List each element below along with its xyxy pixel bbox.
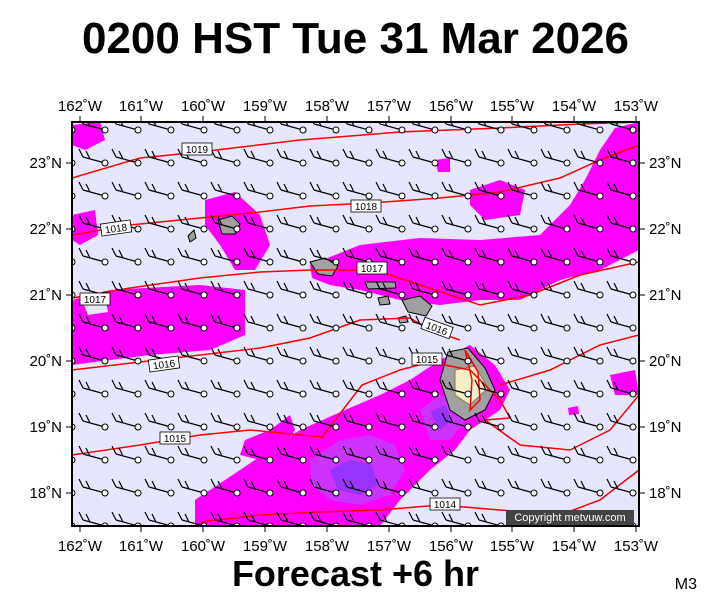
niihau-island	[187, 229, 197, 243]
isobar-label-1015-center: 1015	[411, 352, 443, 366]
lon-label: 153˚W	[614, 538, 659, 555]
lon-label: 153˚W	[614, 98, 659, 115]
lon-label: 155˚W	[490, 98, 535, 115]
svg-text:1015: 1015	[164, 434, 187, 445]
lon-label: 161˚W	[119, 538, 164, 555]
lanai-island	[377, 295, 391, 306]
lon-ticks-top	[79, 116, 637, 122]
lon-label: 158˚W	[305, 98, 350, 115]
isobar-label-1018-west: 1018	[99, 219, 133, 237]
isobar-labels: 1019 1018 1018 1017 1017 1016 1016 1015 …	[79, 142, 461, 511]
lon-label: 158˚W	[305, 538, 350, 555]
lat-label: 23˚N	[29, 155, 62, 172]
isobar-1015-east	[499, 334, 639, 386]
lon-label: 154˚W	[552, 538, 597, 555]
maui-island	[401, 295, 433, 317]
lon-label: 160˚W	[181, 98, 226, 115]
lat-label: 18˚N	[29, 485, 62, 502]
svg-text:1017: 1017	[84, 295, 107, 306]
lat-labels-left: 23˚N 22˚N 21˚N 20˚N 19˚N 18˚N	[29, 155, 62, 502]
lon-label: 159˚W	[243, 538, 288, 555]
isobar-label-1016-west: 1016	[147, 355, 181, 373]
lat-label: 19˚N	[29, 419, 62, 436]
lon-labels-top: 162˚W 161˚W 160˚W 159˚W 158˚W 157˚W 156˚…	[58, 98, 659, 115]
forecast-label: Forecast +6 hr	[231, 553, 480, 594]
lat-label: 19˚N	[649, 419, 682, 436]
lon-label: 162˚W	[58, 538, 103, 555]
lon-label: 159˚W	[243, 98, 288, 115]
rain-heavy-area	[330, 405, 452, 495]
isobar-1016-inner	[464, 349, 481, 412]
model-label: M3	[674, 576, 697, 593]
lon-label: 154˚W	[552, 98, 597, 115]
isobar-1015	[72, 361, 639, 456]
map-frame	[71, 121, 640, 527]
lat-label: 18˚N	[649, 485, 682, 502]
lat-labels-right: 23˚N 22˚N 21˚N 20˚N 19˚N 18˚N	[649, 155, 682, 502]
isobar-label-1019: 1019	[181, 142, 213, 156]
molokai-island	[364, 281, 397, 290]
svg-text:1016: 1016	[152, 358, 176, 372]
lat-label: 21˚N	[29, 287, 62, 304]
lon-label: 157˚W	[367, 538, 412, 555]
isobar-label-1018-east: 1018	[350, 199, 382, 213]
isobar-label-1015-west: 1015	[159, 431, 191, 445]
lon-label: 156˚W	[429, 538, 474, 555]
lon-label: 157˚W	[367, 98, 412, 115]
svg-text:1019: 1019	[186, 145, 209, 156]
hawaiian-islands	[187, 215, 496, 421]
svg-text:1015: 1015	[416, 355, 439, 366]
lat-label: 22˚N	[649, 221, 682, 238]
lon-label: 160˚W	[181, 538, 226, 555]
lat-ticks	[66, 162, 645, 494]
svg-text:1014: 1014	[434, 500, 457, 511]
svg-text:1018: 1018	[104, 222, 128, 236]
lat-label: 23˚N	[649, 155, 682, 172]
lon-labels-bottom: 162˚W 161˚W 160˚W 159˚W 158˚W 157˚W 156˚…	[58, 538, 659, 555]
isobar-label-1014: 1014	[429, 497, 461, 511]
lon-label: 155˚W	[490, 538, 535, 555]
svg-text:1018: 1018	[355, 202, 378, 213]
lat-label: 20˚N	[29, 353, 62, 370]
copyright-text: Copyright metvuw.com	[514, 512, 625, 524]
copyright-box: Copyright metvuw.com	[506, 510, 634, 525]
lat-label: 22˚N	[29, 221, 62, 238]
lon-label: 156˚W	[429, 98, 474, 115]
isobar-label-1017-east: 1017	[356, 261, 388, 275]
lon-ticks-bottom	[79, 526, 637, 532]
svg-text:1017: 1017	[361, 264, 384, 275]
lat-label: 20˚N	[649, 353, 682, 370]
lon-label: 162˚W	[58, 98, 103, 115]
lat-label: 21˚N	[649, 287, 682, 304]
isobar-label-1017-west: 1017	[79, 292, 111, 306]
lon-label: 161˚W	[119, 98, 164, 115]
map-title: 0200 HST Tue 31 Mar 2026	[81, 14, 630, 63]
